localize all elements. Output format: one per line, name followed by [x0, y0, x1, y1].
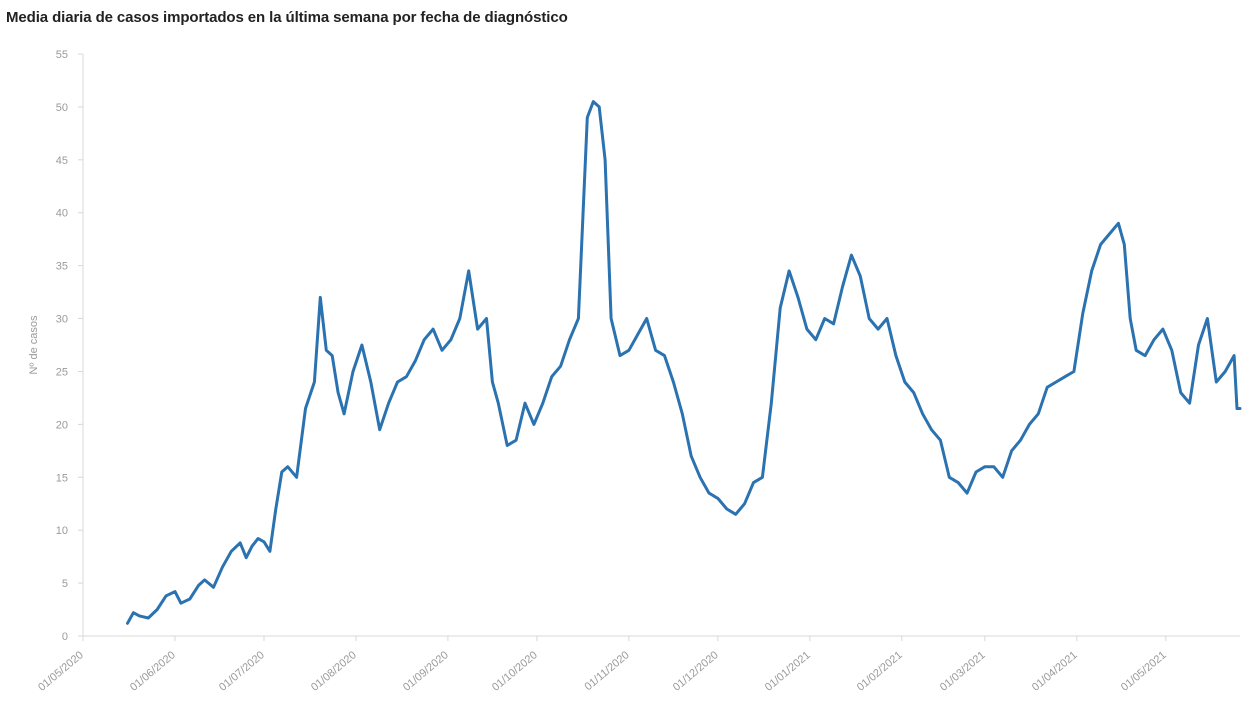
y-tick-label: 40 [56, 208, 68, 220]
x-tick-label: 01/09/2020 [401, 649, 451, 694]
x-tick-label: 01/10/2020 [490, 649, 540, 694]
x-tick-label: 01/04/2021 [1030, 649, 1080, 694]
x-axis: 01/05/2020 01/06/2020 01/07/2020 01/08/2020… [36, 635, 1240, 694]
x-tick-label: 01/06/2020 [128, 649, 178, 694]
x-tick-label: 01/07/2020 [217, 649, 267, 694]
x-tick-label: 01/12/2020 [671, 649, 721, 694]
x-tick-label: 01/03/2021 [938, 649, 988, 694]
x-tick-label: 01/01/2021 [763, 649, 813, 694]
y-tick-label: 45 [56, 155, 68, 167]
x-tick-label: 01/11/2020 [583, 649, 632, 693]
y-axis: 0 5 10 15 20 25 30 35 40 45 50 55 [56, 49, 84, 643]
y-tick-label: 0 [62, 631, 68, 643]
y-tick-label: 35 [56, 261, 68, 273]
chart-title: Media diaria de casos importados en la ú… [6, 9, 568, 26]
y-tick-label: 10 [56, 525, 68, 537]
y-tick-label: 55 [56, 49, 68, 61]
y-axis-title: Nº de casos [28, 315, 40, 375]
y-tick-label: 25 [56, 366, 68, 378]
x-tick-label: 01/02/2021 [855, 649, 905, 694]
x-tick-label: 01/08/2020 [309, 649, 359, 694]
y-tick-label: 50 [56, 102, 68, 114]
y-tick-label: 15 [56, 472, 68, 484]
x-tick-label: 01/05/2020 [36, 649, 86, 694]
series-line [126, 100, 1242, 625]
y-tick-label: 30 [56, 314, 68, 326]
y-tick-label: 20 [56, 419, 68, 431]
x-tick-label: 01/05/2021 [1119, 649, 1169, 694]
y-tick-label: 5 [62, 578, 68, 590]
